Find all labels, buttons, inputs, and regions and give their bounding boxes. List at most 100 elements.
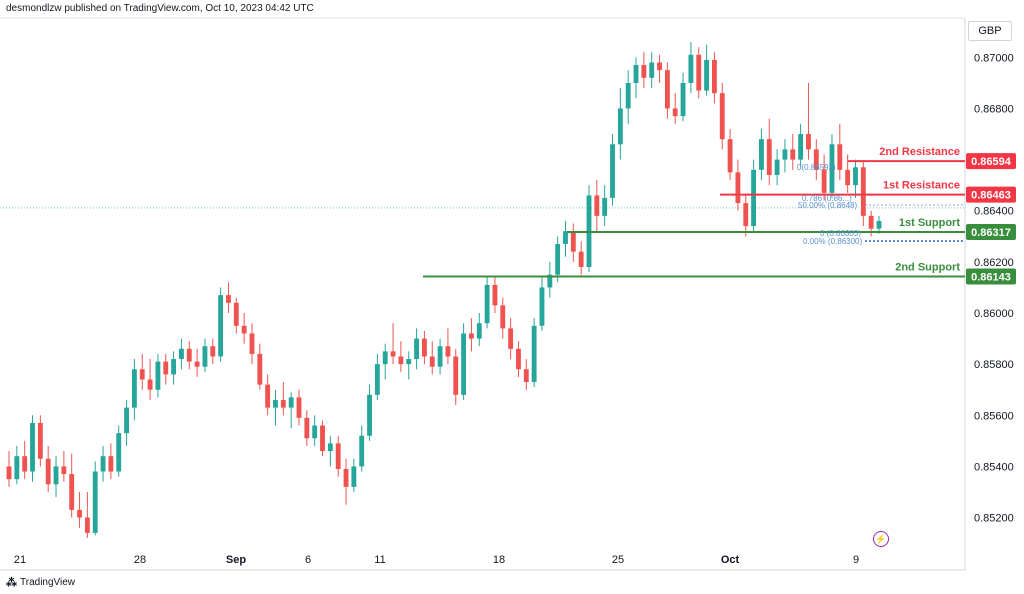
candle-body <box>610 144 615 198</box>
candle-body <box>312 425 318 439</box>
candle-body <box>774 159 780 175</box>
candle-body <box>617 108 623 145</box>
candle-body <box>124 407 129 434</box>
candle-body <box>500 305 506 329</box>
candle-body <box>77 509 82 518</box>
candle-body <box>547 274 553 288</box>
candle-body <box>92 471 98 533</box>
candle-body <box>476 323 482 339</box>
candle-body <box>382 351 388 365</box>
publish-header: desmondlzw published on TradingView.com,… <box>6 3 314 14</box>
candle-body <box>743 203 749 227</box>
level-label: 2nd Resistance <box>879 146 960 158</box>
candle-body <box>578 251 584 267</box>
candle-body <box>672 108 678 117</box>
x-tick-label: Sep <box>226 554 246 566</box>
candle-body <box>484 284 490 324</box>
candle-body <box>265 384 271 408</box>
candle-body <box>210 346 216 357</box>
candle-body <box>257 353 263 385</box>
candle-body <box>398 356 404 365</box>
candle-body <box>241 325 247 334</box>
x-tick-label: Oct <box>721 554 740 566</box>
candle-body <box>696 54 702 91</box>
candle-body <box>22 456 28 472</box>
level-price-tag <box>966 223 1016 240</box>
candle-body <box>304 417 310 439</box>
candle-body <box>84 517 90 533</box>
x-tick-label: 9 <box>853 554 859 566</box>
y-tick-label: 0.85200 <box>974 513 1014 525</box>
candle-body <box>249 333 255 354</box>
candle-body <box>837 144 843 170</box>
candle-body <box>61 466 67 475</box>
candle-body <box>625 82 631 109</box>
currency-badge[interactable]: GBP <box>968 21 1012 41</box>
candle-body <box>461 333 467 395</box>
candle-body <box>868 215 874 229</box>
candle-body <box>649 62 655 78</box>
candle-body <box>657 62 662 71</box>
candle-body <box>453 356 459 395</box>
fib-label: 0(0.86593) <box>797 163 836 172</box>
candle-body <box>845 169 851 186</box>
candle-body <box>751 169 757 227</box>
candle-body <box>108 456 114 472</box>
candle-body <box>641 65 647 78</box>
candle-body <box>813 149 819 170</box>
level-price-tag <box>966 268 1016 285</box>
level-label: 1st Resistance <box>883 180 960 192</box>
level-price-tag <box>966 153 1016 170</box>
candle-body <box>194 361 200 367</box>
candle-body <box>790 149 796 160</box>
candle-body <box>735 172 741 204</box>
candle-body <box>437 346 443 367</box>
level-price-text: 0.86317 <box>971 227 1011 239</box>
candle-body <box>171 359 177 375</box>
x-tick-label: 18 <box>493 554 505 566</box>
candle-body <box>296 397 302 418</box>
x-tick-label: 25 <box>612 554 624 566</box>
x-tick-label: 28 <box>134 554 146 566</box>
y-tick-label: 0.87000 <box>974 52 1014 64</box>
candle-body <box>273 399 278 408</box>
candle-body <box>116 433 122 472</box>
candle-body <box>523 369 529 383</box>
candle-body <box>421 338 427 357</box>
candle-body <box>759 139 764 170</box>
candle-body <box>806 134 811 150</box>
candle-body <box>155 361 161 390</box>
tradingview-logo-text: TradingView <box>20 577 76 588</box>
candle-body <box>766 139 772 175</box>
candle-body <box>492 284 498 306</box>
candle-body <box>570 231 576 252</box>
candle-body <box>30 422 35 472</box>
candle-body <box>508 328 514 349</box>
candle-body <box>343 468 349 487</box>
tradingview-logo[interactable]: ⁂ TradingView <box>6 576 75 589</box>
tradingview-logo-icon: ⁂ <box>6 577 17 589</box>
candle-body <box>664 70 670 109</box>
candle-body <box>876 220 882 229</box>
y-tick-label: 0.86800 <box>974 103 1014 115</box>
x-tick-label: 6 <box>305 554 311 566</box>
candle-body <box>633 65 639 83</box>
candle-body <box>798 134 804 160</box>
candle-body <box>131 369 137 408</box>
candle-body <box>139 369 145 380</box>
candle-body <box>45 458 51 485</box>
fib-label: 0.00% (0.86300) <box>803 237 862 246</box>
y-tick-label: 0.85400 <box>974 461 1014 473</box>
candle-body <box>367 394 372 436</box>
candle-body <box>821 169 827 193</box>
candle-body <box>680 82 686 117</box>
candle-body <box>782 149 788 160</box>
candle-body <box>594 195 600 216</box>
candle-body <box>390 351 396 357</box>
candle-body <box>100 456 106 472</box>
lightning-icon[interactable]: ⚡ <box>873 531 889 547</box>
y-tick-label: 0.85800 <box>974 359 1014 371</box>
y-tick-label: 0.86000 <box>974 308 1014 320</box>
candle-body <box>163 361 169 375</box>
